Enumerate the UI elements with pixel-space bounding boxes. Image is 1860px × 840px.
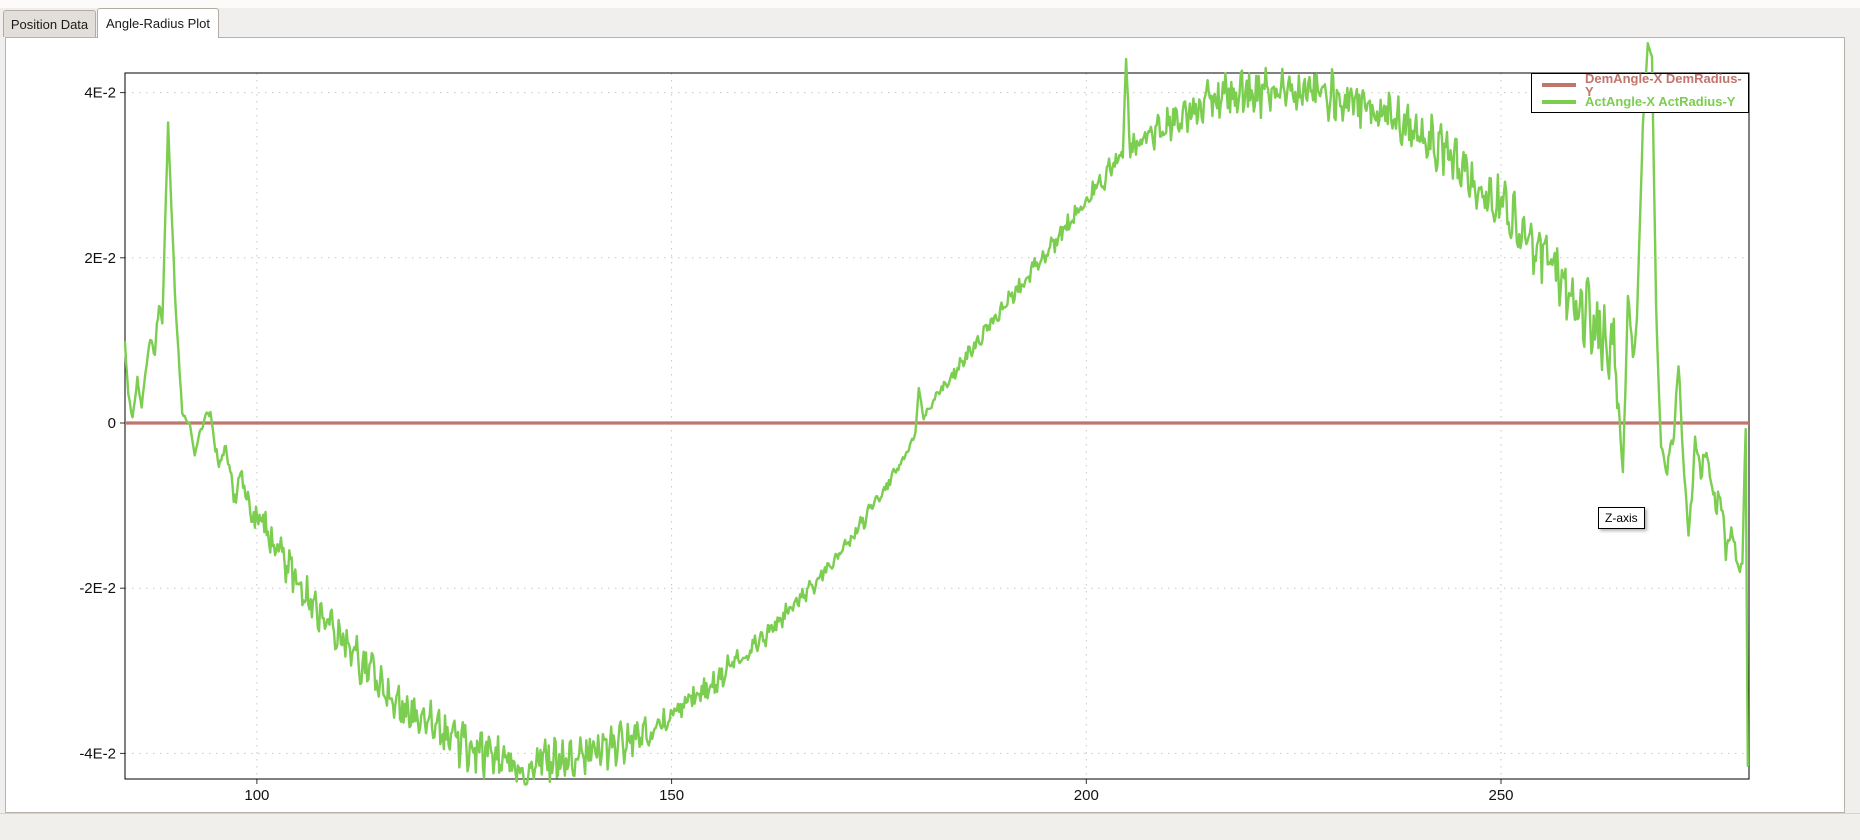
plot-panel xyxy=(5,37,1845,813)
y-tick-label: 4E-2 xyxy=(84,85,116,102)
y-tick-label: -2E-2 xyxy=(79,580,116,597)
window-top-strip xyxy=(0,0,1860,8)
plot-border xyxy=(124,72,1750,780)
tab-angle-radius-plot[interactable]: Angle-Radius Plot xyxy=(97,8,219,38)
x-tick-label: 200 xyxy=(1074,787,1099,804)
y-tick-label: 2E-2 xyxy=(84,250,116,267)
chart-legend: DemAngle-X DemRadius-Y ActAngle-X ActRad… xyxy=(1531,72,1749,113)
legend-label-dem: DemAngle-X DemRadius-Y xyxy=(1585,70,1742,99)
legend-item-act: ActAngle-X ActRadius-Y xyxy=(1532,93,1748,110)
act-line-swatch-icon xyxy=(1542,99,1576,104)
tab-position-data[interactable]: Position Data xyxy=(3,10,96,37)
x-tick-label: 250 xyxy=(1488,787,1513,804)
y-tick-label: 0 xyxy=(108,415,116,432)
dem-line-swatch-icon xyxy=(1542,82,1576,87)
y-tick-label: -4E-2 xyxy=(79,745,116,762)
z-axis-tooltip: Z-axis xyxy=(1598,507,1645,529)
x-tick-label: 150 xyxy=(659,787,684,804)
x-tick-label: 100 xyxy=(244,787,269,804)
legend-label-act: ActAngle-X ActRadius-Y xyxy=(1585,94,1736,109)
bottom-strip xyxy=(0,813,1860,840)
act-series-line xyxy=(123,42,1750,786)
legend-item-dem: DemAngle-X DemRadius-Y xyxy=(1532,72,1748,98)
